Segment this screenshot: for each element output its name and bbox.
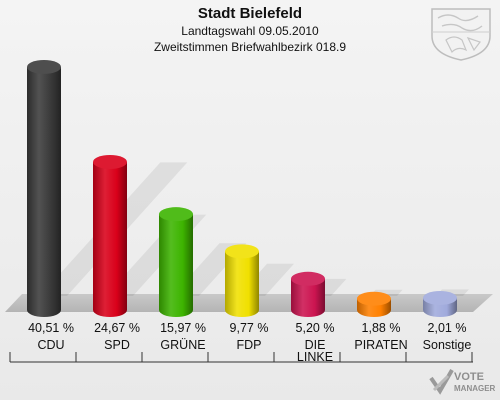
category-label: CDU	[37, 338, 64, 352]
category-label: GRÜNE	[160, 338, 205, 352]
bar-grne	[159, 207, 193, 317]
bar-body	[291, 278, 325, 317]
bar-body	[159, 214, 193, 317]
category-label: SPD	[104, 338, 130, 352]
bar-body	[93, 161, 127, 317]
votemanager-logo: VOTE MANAGER	[429, 369, 496, 395]
bar-sonstige	[423, 290, 457, 317]
bar-body	[27, 66, 61, 317]
category-label: FDP	[237, 338, 262, 352]
bar-cap	[27, 59, 61, 74]
chart-subtitle-election: Landtagswahl 09.05.2010	[181, 24, 319, 38]
bar-cap	[93, 154, 127, 169]
bar-cap	[423, 290, 457, 305]
ballot-check-icon	[429, 369, 454, 395]
category-label: Sonstige	[423, 338, 472, 352]
bar-spd	[93, 154, 127, 317]
value-label: 1,88 %	[362, 321, 401, 335]
value-label: 2,01 %	[428, 321, 467, 335]
category-label: DIE	[305, 338, 326, 352]
bar-cap	[225, 244, 259, 259]
value-label: 9,77 %	[230, 321, 269, 335]
chart-title-block: Stadt Bielefeld Landtagswahl 09.05.2010 …	[0, 5, 500, 55]
value-label: 40,51 %	[28, 321, 74, 335]
coat-of-arms-icon	[431, 8, 491, 61]
brand-line2: MANAGER	[454, 384, 496, 393]
bar-cap	[291, 271, 325, 286]
value-label: 24,67 %	[94, 321, 140, 335]
bar-die-linke	[291, 271, 325, 317]
category-axis	[9, 352, 473, 363]
value-label: 15,97 %	[160, 321, 206, 335]
chart-title: Stadt Bielefeld	[197, 5, 303, 22]
category-label: PIRATEN	[354, 338, 407, 352]
bar-cdu	[27, 59, 61, 317]
brand-line1: VOTE	[454, 371, 484, 383]
value-labels: 40,51 % 24,67 % 15,97 % 9,77 % 5,20 % 1,88 % 2…	[28, 321, 466, 335]
bar-fdp	[225, 244, 259, 317]
chart-subtitle-district: Zweitstimmen Briefwahlbezirk 018.9	[153, 40, 347, 54]
bars	[27, 59, 457, 317]
value-label: 5,20 %	[296, 321, 335, 335]
bar-cap	[159, 207, 193, 222]
bar-body	[225, 251, 259, 317]
bar-piraten	[357, 291, 391, 317]
bar-cap	[357, 291, 391, 306]
category-label: LINKE	[297, 350, 333, 364]
